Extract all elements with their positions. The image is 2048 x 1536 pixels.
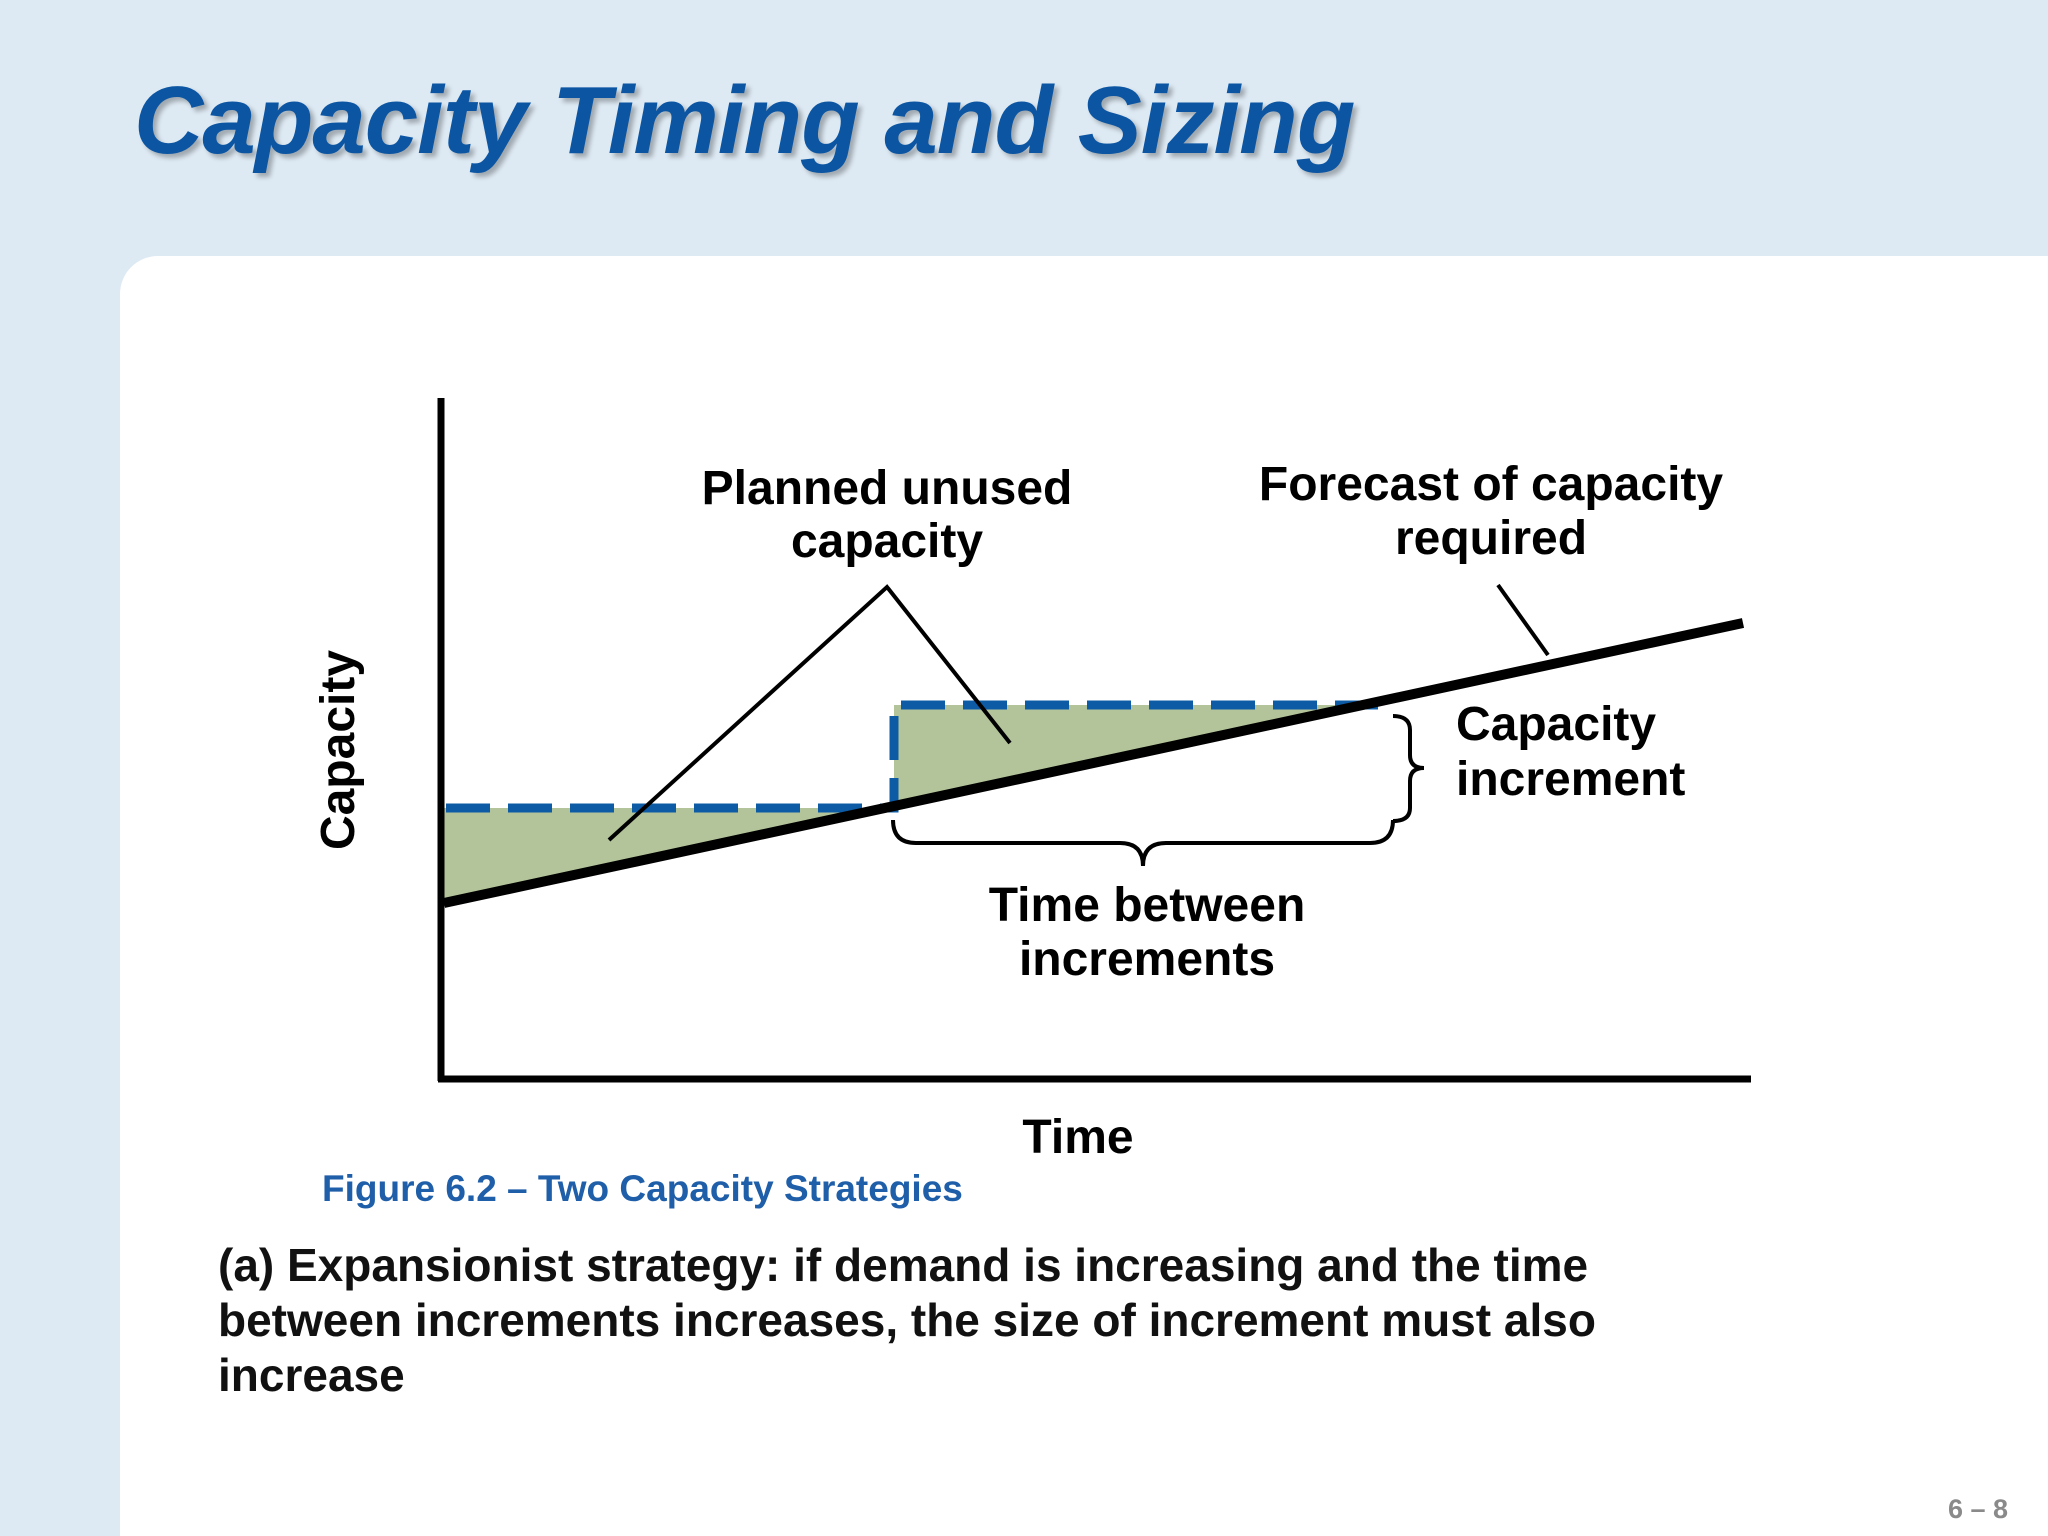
planned-unused-label-line2: capacity — [791, 515, 983, 568]
forecast-line — [442, 618, 1745, 908]
time-between-brace — [891, 819, 1395, 867]
slide-title: Capacity Timing and Sizing — [134, 67, 1355, 174]
planned-unused-label-line1: Planned unused — [702, 462, 1073, 515]
forecast-label-line1: Forecast of capacity — [1259, 458, 1723, 511]
strategy-description: (a) Expansionist strategy: if demand is … — [218, 1239, 1596, 1401]
forecast-pointer — [1496, 583, 1550, 657]
forecast-label-line2: required — [1395, 512, 1587, 565]
capacity-increment-brace — [1392, 714, 1425, 823]
capacity-increment-label-line2: increment — [1456, 753, 1685, 806]
x-axis-label: Time — [1022, 1111, 1133, 1164]
time-between-label-line2: increments — [1019, 933, 1275, 986]
capacity-step-line — [446, 700, 1378, 813]
unused-capacity-pointer — [607, 584, 1012, 842]
slide-number: 6 – 8 — [1947, 1494, 2008, 1524]
figure-caption: Figure 6.2 – Two Capacity Strategies — [322, 1168, 963, 1209]
capacity-increment-label-line1: Capacity — [1456, 698, 1656, 751]
y-axis-label: Capacity — [312, 650, 365, 850]
time-between-label-line1: Time between — [989, 879, 1306, 932]
